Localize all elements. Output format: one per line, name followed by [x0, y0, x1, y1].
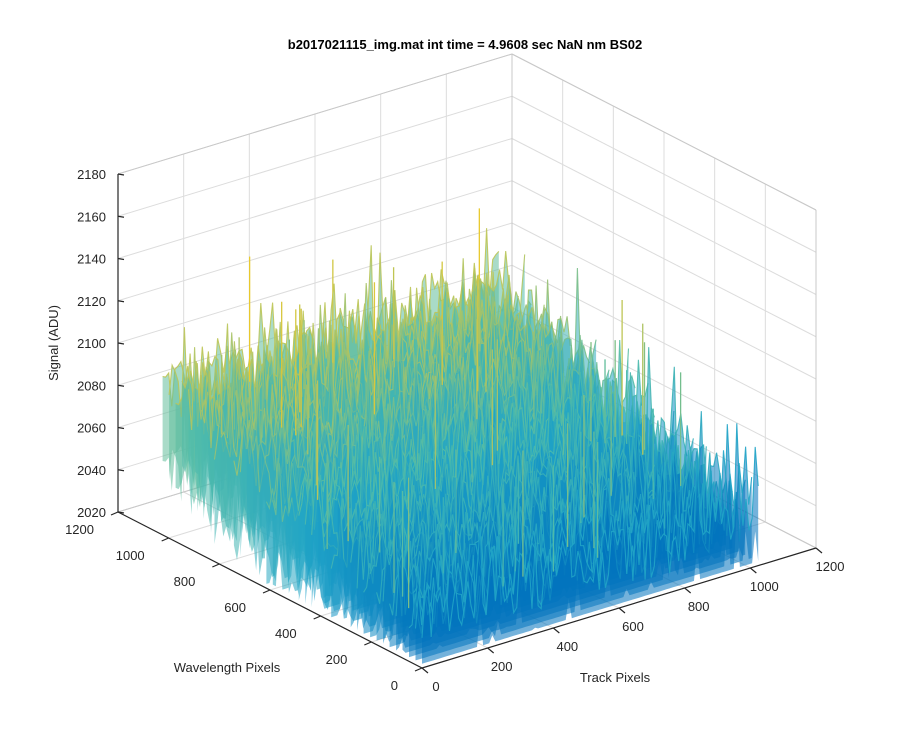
x-tick-label: 0 — [432, 679, 439, 694]
surface-ridge-line — [421, 423, 759, 638]
y-tick — [364, 641, 372, 646]
z-axis-label: Signal (ADU) — [46, 305, 61, 381]
z-tick — [117, 384, 125, 387]
side-wall-grid-line — [511, 138, 817, 295]
y-tick-label: 200 — [326, 652, 348, 667]
surface-layer — [162, 208, 759, 664]
z-tick — [117, 342, 125, 345]
chart-title: b2017021115_img.mat int time = 4.9608 se… — [288, 37, 642, 52]
x-tick — [749, 567, 757, 574]
z-tick — [117, 511, 125, 514]
z-tick — [117, 469, 125, 472]
z-tick — [117, 173, 125, 176]
axis-layer: 0 200 400 600 800 1000 1200 0 200 400 600 800 1000 12… — [65, 167, 844, 694]
z-tick-label: 2120 — [77, 294, 106, 309]
z-tick-label: 2080 — [77, 378, 106, 393]
side-wall-grid-line — [511, 95, 817, 253]
x-tick — [684, 587, 692, 594]
z-tick — [117, 215, 125, 218]
z-tick — [117, 300, 125, 303]
y-axis-label: Wavelength Pixels — [174, 660, 281, 675]
x-tick-label: 400 — [556, 639, 578, 654]
z-tick-label: 2140 — [77, 252, 106, 267]
x-tick-label: 600 — [622, 619, 644, 634]
x-tick-label: 200 — [491, 659, 513, 674]
x-tick-label: 1000 — [750, 579, 779, 594]
z-tick-label: 2100 — [77, 336, 106, 351]
y-tick-label: 400 — [275, 626, 297, 641]
y-tick — [212, 563, 220, 568]
x-tick-label: 1200 — [816, 559, 845, 574]
surface-ridge-line — [187, 254, 526, 435]
x-axis-label: Track Pixels — [580, 670, 651, 685]
z-tick-label: 2040 — [77, 463, 106, 478]
z-tick-label: 2160 — [77, 209, 106, 224]
y-tick-label: 800 — [174, 574, 196, 589]
x-tick — [487, 647, 495, 654]
x-tick-label: 800 — [688, 599, 710, 614]
z-tick-label: 2020 — [77, 505, 106, 520]
y-tick — [313, 615, 321, 620]
surface-ridge-line — [369, 446, 707, 581]
surface-strip — [422, 423, 759, 664]
surface-ridge-line — [239, 328, 578, 475]
z-tick-label: 2060 — [77, 421, 106, 436]
y-tick-label: 600 — [224, 600, 246, 615]
y-tick — [110, 511, 119, 516]
z-tick-label: 2180 — [77, 167, 106, 182]
z-tick — [117, 257, 125, 261]
y-tick — [262, 589, 271, 594]
back-wall-grid-line — [117, 95, 513, 217]
back-wall-grid-line — [117, 180, 513, 302]
y-tick — [161, 537, 169, 542]
y-tick-label: 1000 — [116, 548, 145, 563]
y-tick-label: 0 — [391, 678, 398, 693]
y-tick — [414, 667, 423, 672]
back-wall-grid-line — [117, 138, 513, 259]
y-tick-label: 1200 — [65, 522, 94, 537]
side-wall-grid-line — [511, 264, 817, 422]
z-tick — [117, 426, 125, 430]
back-wall-grid-line — [117, 222, 513, 344]
side-wall-grid-line — [511, 180, 817, 338]
x-tick — [618, 607, 626, 614]
x-tick — [421, 667, 429, 674]
box-edge — [117, 53, 513, 175]
box-edge — [511, 53, 817, 211]
x-tick — [552, 627, 560, 634]
side-wall-grid-line — [511, 222, 817, 380]
x-tick — [815, 547, 823, 554]
